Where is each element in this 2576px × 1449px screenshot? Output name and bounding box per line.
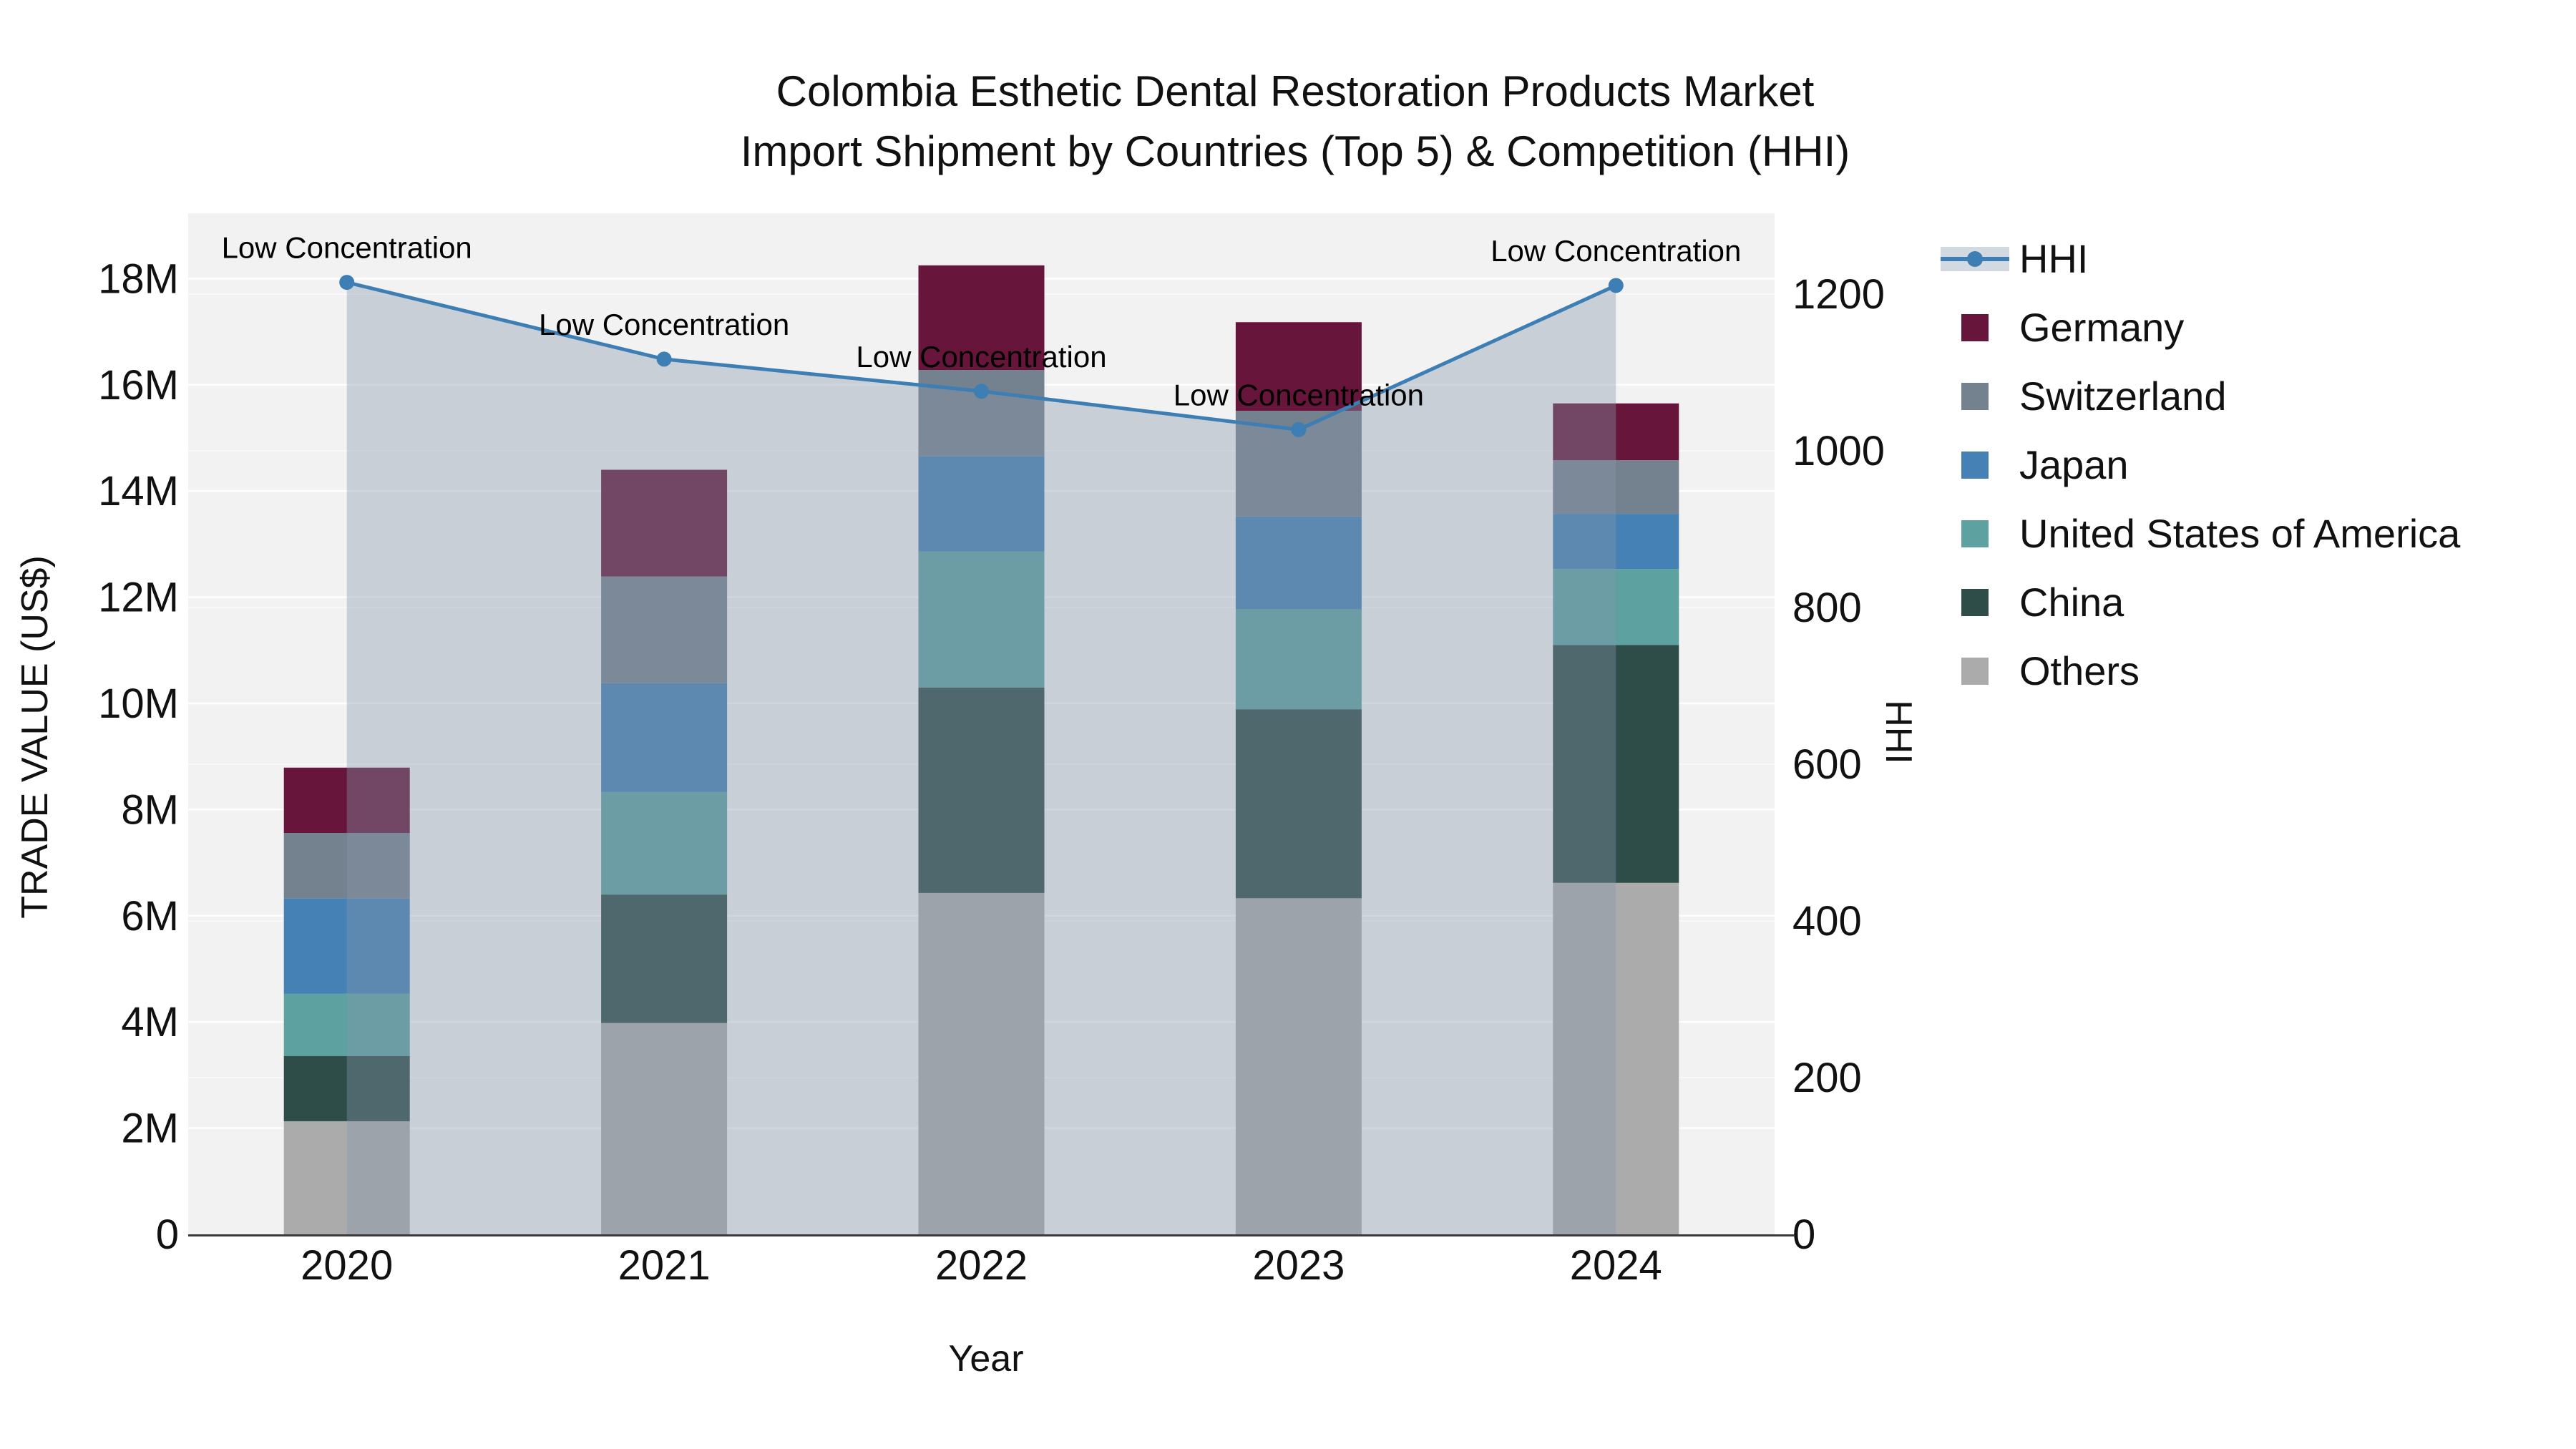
others-legend-swatch-icon <box>1941 658 2009 685</box>
hhi-marker-2024[interactable] <box>1608 278 1624 293</box>
legend-label-switzerland: Switzerland <box>2019 374 2227 419</box>
hhi-legend-swatch-icon <box>1941 247 2009 271</box>
legend-label-others: Others <box>2019 648 2140 693</box>
bar-segment-2021-germany[interactable] <box>601 469 728 577</box>
bar-segment-2023-china[interactable] <box>1235 709 1362 899</box>
x-axis-tick-2024: 2024 <box>1570 1242 1662 1289</box>
y2-axis-tick-1200: 1200 <box>1792 271 1885 318</box>
legend-label-united-states-of-america: United States of America <box>2019 511 2461 556</box>
bar-segment-2022-china[interactable] <box>918 687 1045 893</box>
legend-item-switzerland[interactable]: Switzerland <box>1941 375 2460 418</box>
hhi-marker-2022[interactable] <box>974 384 989 399</box>
y-axis-tick-10M: 10M <box>98 680 179 727</box>
y-axis-tick-8M: 8M <box>121 786 179 833</box>
y-axis-tick-2M: 2M <box>121 1106 179 1152</box>
annotation-low-concentration-2020: Low Concentration <box>222 231 472 265</box>
y2-axis-tick-800: 800 <box>1792 585 1862 631</box>
y-axis-tick-12M: 12M <box>98 575 179 621</box>
china-legend-swatch-icon <box>1941 589 2009 616</box>
bar-segment-2020-japan[interactable] <box>283 898 410 994</box>
hhi-marker-2021[interactable] <box>656 351 672 367</box>
hhi-area-fill <box>346 282 1616 1235</box>
legend-item-hhi[interactable]: HHI <box>1941 238 2460 280</box>
y-axis-tick-6M: 6M <box>121 893 179 940</box>
japan-legend-swatch-icon <box>1941 452 2009 479</box>
y2-axis-tick-1000: 1000 <box>1792 428 1885 474</box>
bar-segment-2023-germany[interactable] <box>1235 322 1362 411</box>
germany-legend-swatch-icon <box>1941 314 2009 341</box>
bar-segment-2020-others[interactable] <box>283 1121 410 1234</box>
bar-segment-2024-china[interactable] <box>1553 645 1679 883</box>
legend-item-china[interactable]: China <box>1941 581 2460 624</box>
y-axis-tick-4M: 4M <box>121 999 179 1045</box>
bar-segment-2021-china[interactable] <box>601 894 728 1023</box>
bar-segment-2023-others[interactable] <box>1235 898 1362 1234</box>
bar-segment-2024-others[interactable] <box>1553 882 1679 1234</box>
bar-segment-2022-germany[interactable] <box>918 265 1045 371</box>
y2-axis-tick-400: 400 <box>1792 898 1862 945</box>
bar-segment-2021-japan[interactable] <box>601 683 728 792</box>
y2-axis-title: HHI <box>1878 700 1919 764</box>
bar-segment-2020-switzerland[interactable] <box>283 833 410 899</box>
switzerland-legend-swatch-icon <box>1941 383 2009 410</box>
hhi-marker-2023[interactable] <box>1291 421 1307 437</box>
x-axis-tick-2022: 2022 <box>935 1242 1028 1289</box>
legend-item-others[interactable]: Others <box>1941 650 2460 693</box>
annotation-low-concentration-2024: Low Concentration <box>1491 234 1741 268</box>
x-axis-tick-2023: 2023 <box>1252 1242 1345 1289</box>
bar-segment-2022-japan[interactable] <box>918 456 1045 552</box>
y-axis-tick-0: 0 <box>156 1211 179 1258</box>
legend-label-china: China <box>2019 580 2124 625</box>
bar-segment-2024-switzerland[interactable] <box>1553 460 1679 514</box>
legend-item-united-states-of-america[interactable]: United States of America <box>1941 512 2460 555</box>
x-axis-tick-2021: 2021 <box>618 1242 711 1289</box>
legend-item-germany[interactable]: Germany <box>1941 306 2460 349</box>
bar-segment-2021-switzerland[interactable] <box>601 576 728 683</box>
bar-segment-2022-others[interactable] <box>918 892 1045 1234</box>
bar-segment-2020-germany[interactable] <box>283 767 410 834</box>
bar-segment-2024-united-states-of-america[interactable] <box>1553 569 1679 645</box>
y-axis-tick-14M: 14M <box>98 468 179 514</box>
legend-label-japan: Japan <box>2019 442 2129 487</box>
annotation-low-concentration-2023: Low Concentration <box>1174 378 1424 411</box>
bar-segment-2023-united-states-of-america[interactable] <box>1235 609 1362 710</box>
united-states-of-america-legend-swatch-icon <box>1941 520 2009 547</box>
y2-axis-tick-200: 200 <box>1792 1055 1862 1101</box>
legend: HHI Germany Switzerland Japan United States … <box>1941 238 2460 693</box>
y-axis-tick-16M: 16M <box>98 362 179 409</box>
y2-axis-tick-0: 0 <box>1792 1211 1815 1258</box>
y2-axis-tick-600: 600 <box>1792 741 1862 788</box>
bar-segment-2020-united-states-of-america[interactable] <box>283 993 410 1056</box>
bar-segment-2024-japan[interactable] <box>1553 514 1679 570</box>
bar-segment-2022-united-states-of-america[interactable] <box>918 551 1045 688</box>
annotation-low-concentration-2022: Low Concentration <box>856 340 1106 374</box>
legend-label-germany: Germany <box>2019 305 2185 350</box>
legend-label-hhi: HHI <box>2019 236 2089 281</box>
annotation-low-concentration-2021: Low Concentration <box>539 308 789 341</box>
hhi-marker-2020[interactable] <box>339 275 355 291</box>
x-axis-tick-2020: 2020 <box>301 1242 393 1289</box>
bar-segment-2021-united-states-of-america[interactable] <box>601 791 728 895</box>
legend-item-japan[interactable]: Japan <box>1941 444 2460 487</box>
bar-segment-2024-germany[interactable] <box>1553 403 1679 461</box>
bar-segment-2023-japan[interactable] <box>1235 516 1362 610</box>
y-axis-tick-18M: 18M <box>98 255 179 302</box>
chart-title-line2: Import Shipment by Countries (Top 5) & C… <box>741 127 1850 175</box>
y-axis-title: TRADE VALUE (US$) <box>14 555 56 919</box>
bar-segment-2020-china[interactable] <box>283 1055 410 1121</box>
x-axis-title: Year <box>948 1338 1023 1380</box>
chart-title-line1: Colombia Esthetic Dental Restoration Pro… <box>776 67 1815 115</box>
bar-segment-2021-others[interactable] <box>601 1023 728 1234</box>
